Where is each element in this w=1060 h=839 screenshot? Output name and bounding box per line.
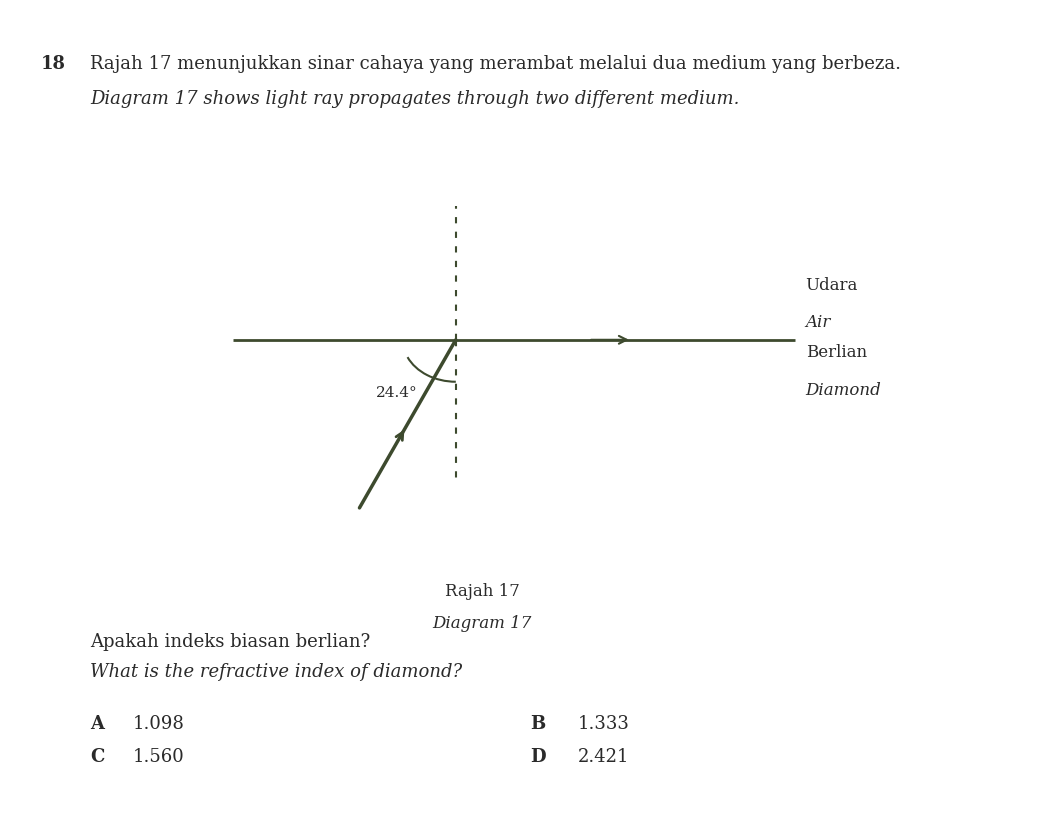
Text: B: B [530, 715, 545, 732]
Text: Diamond: Diamond [806, 382, 881, 399]
Text: Diagram 17 shows light ray propagates through two different medium.: Diagram 17 shows light ray propagates th… [90, 90, 740, 107]
Text: Berlian: Berlian [806, 344, 867, 361]
Text: 1.560: 1.560 [132, 748, 184, 766]
Text: Rajah 17 menunjukkan sinar cahaya yang merambat melalui dua medium yang berbeza.: Rajah 17 menunjukkan sinar cahaya yang m… [90, 55, 901, 72]
Text: 1.333: 1.333 [578, 715, 630, 732]
Text: A: A [90, 715, 104, 732]
Text: 24.4°: 24.4° [376, 386, 418, 400]
Text: 2.421: 2.421 [578, 748, 630, 766]
Text: Rajah 17: Rajah 17 [445, 583, 519, 600]
Text: 1.098: 1.098 [132, 715, 184, 732]
Text: Udara: Udara [806, 277, 858, 294]
Text: Diagram 17: Diagram 17 [432, 615, 532, 632]
Text: 18: 18 [40, 55, 66, 72]
Text: Apakah indeks biasan berlian?: Apakah indeks biasan berlian? [90, 633, 370, 651]
Text: D: D [530, 748, 546, 766]
Text: C: C [90, 748, 105, 766]
Text: What is the refractive index of diamond?: What is the refractive index of diamond? [90, 663, 462, 680]
Text: Air: Air [806, 315, 831, 331]
